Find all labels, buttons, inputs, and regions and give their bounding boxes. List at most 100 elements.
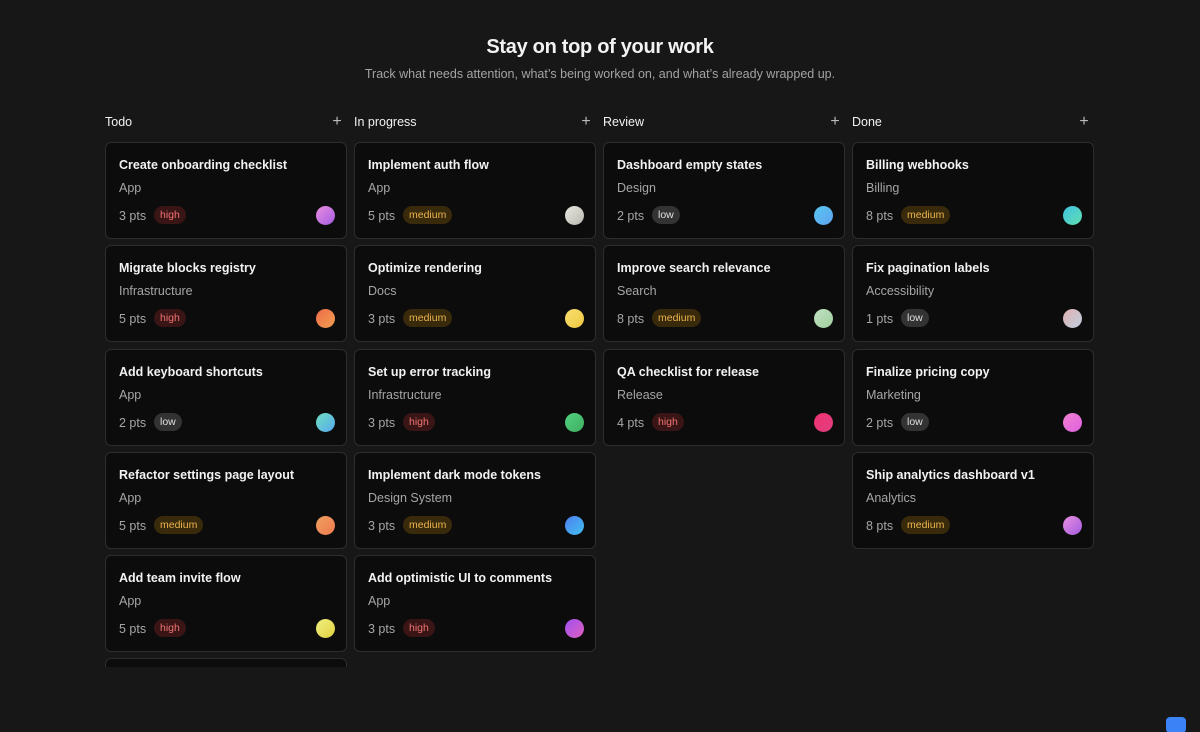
avatar bbox=[316, 206, 335, 225]
avatar bbox=[814, 206, 833, 225]
column: Todo + Create onboarding checklist App 3 pts… bbox=[105, 112, 347, 667]
card-project: Design System bbox=[368, 490, 453, 505]
avatar bbox=[316, 515, 335, 535]
card-project: App bbox=[119, 490, 142, 505]
task-card[interactable]: Create onboarding checklist App 3 pts high bbox=[105, 142, 347, 239]
card-title: QA checklist for release bbox=[617, 364, 759, 379]
avatar bbox=[1063, 412, 1082, 432]
avatar bbox=[316, 412, 335, 432]
card-points: 3 pts bbox=[119, 209, 147, 223]
priority-badge: high bbox=[154, 206, 186, 224]
card-points: 8 pts bbox=[866, 209, 894, 223]
card-points: 3 pts bbox=[368, 518, 396, 533]
task-card[interactable]: Implement auth flow App 5 pts medium bbox=[354, 142, 596, 239]
priority-badge: medium bbox=[403, 206, 453, 224]
priority-badge: high bbox=[154, 309, 186, 328]
avatar bbox=[814, 412, 833, 432]
card-project: App bbox=[119, 594, 142, 608]
task-card[interactable]: Set up error tracking Infrastructure 3 pts… bbox=[354, 348, 596, 446]
card-points: 3 pts bbox=[368, 415, 396, 430]
task-card[interactable]: Refactor settings page layout App 5 pts med… bbox=[105, 451, 347, 549]
card-title: Set up error tracking bbox=[368, 364, 491, 379]
card-points: 8 pts bbox=[617, 312, 645, 327]
column-header: Todo + bbox=[105, 112, 347, 132]
card-points: 2 pts bbox=[866, 415, 894, 430]
add-card-button[interactable]: + bbox=[830, 113, 840, 130]
card-project: App bbox=[119, 181, 142, 195]
task-card[interactable]: Fix pagination labels Accessibility 1 pts l… bbox=[852, 245, 1094, 343]
column-header: In progress + bbox=[354, 112, 596, 132]
card-project: App bbox=[368, 181, 391, 195]
priority-badge: high bbox=[652, 412, 684, 431]
priority-badge: medium bbox=[901, 515, 951, 534]
task-card[interactable]: Dashboard empty states Design 2 pts low bbox=[603, 142, 845, 239]
avatar bbox=[565, 206, 584, 225]
avatar bbox=[1063, 515, 1082, 535]
priority-badge: low bbox=[652, 206, 680, 224]
card-title: Add optimistic UI to comments bbox=[368, 571, 553, 585]
column-title: In progress bbox=[354, 115, 417, 129]
avatar bbox=[565, 309, 584, 329]
card-points: 2 pts bbox=[119, 415, 147, 430]
task-card[interactable]: Add optimistic UI to comments App 3 pts hig… bbox=[354, 555, 596, 652]
avatar bbox=[814, 309, 833, 329]
card-project: Docs bbox=[368, 284, 397, 299]
column: In progress + Implement auth flow App 5 pts m… bbox=[354, 112, 596, 667]
card-points: 5 pts bbox=[119, 518, 147, 533]
card-title: Implement auth flow bbox=[368, 158, 489, 172]
card-points: 4 pts bbox=[617, 415, 645, 430]
task-card[interactable]: Implement dark mode tokens Design System 3… bbox=[354, 451, 596, 549]
column: Review + Dashboard empty states Design 2 pts… bbox=[603, 112, 845, 667]
card-project: App bbox=[119, 387, 142, 402]
avatar bbox=[316, 619, 335, 638]
card-points: 3 pts bbox=[368, 622, 396, 636]
card-title: Dashboard empty states bbox=[617, 158, 763, 172]
priority-badge: medium bbox=[403, 515, 453, 534]
card-title: Finalize pricing copy bbox=[866, 364, 990, 379]
task-card[interactable]: Add team invite flow App 5 pts high bbox=[105, 555, 347, 652]
avatar bbox=[1063, 309, 1082, 329]
column: Done + Billing webhooks Billing 8 pts medium F… bbox=[852, 112, 1094, 667]
column-header: Done + bbox=[852, 112, 1094, 132]
task-card[interactable]: Migrate blocks registry Infrastructure 5 p… bbox=[105, 245, 347, 343]
card-project: Design bbox=[617, 181, 656, 195]
card-project: Infrastructure bbox=[119, 284, 193, 299]
priority-badge: medium bbox=[403, 309, 453, 328]
add-card-button[interactable]: + bbox=[332, 113, 342, 130]
task-card-partial bbox=[105, 658, 347, 667]
priority-badge: medium bbox=[154, 515, 204, 534]
add-card-button[interactable]: + bbox=[1079, 113, 1089, 130]
card-title: Add team invite flow bbox=[119, 571, 241, 585]
add-card-button[interactable]: + bbox=[581, 113, 591, 130]
card-project: Accessibility bbox=[866, 284, 935, 299]
card-title: Migrate blocks registry bbox=[119, 261, 256, 276]
card-project: Marketing bbox=[866, 387, 921, 402]
task-card[interactable]: Optimize rendering Docs 3 pts medium bbox=[354, 245, 596, 343]
card-points: 1 pts bbox=[866, 312, 894, 327]
card-points: 5 pts bbox=[119, 622, 147, 636]
column-header: Review + bbox=[603, 112, 845, 132]
card-project: Infrastructure bbox=[368, 387, 442, 402]
task-card[interactable]: Improve search relevance Search 8 pts mediu… bbox=[603, 245, 845, 343]
page-subtitle: Track what needs attention, what’s being… bbox=[364, 67, 836, 81]
card-title: Add keyboard shortcuts bbox=[119, 364, 263, 379]
task-card[interactable]: Billing webhooks Billing 8 pts medium bbox=[852, 142, 1094, 239]
task-card[interactable]: Finalize pricing copy Marketing 2 pts low bbox=[852, 348, 1094, 446]
card-points: 8 pts bbox=[866, 518, 894, 533]
card-title: Refactor settings page layout bbox=[119, 467, 295, 482]
priority-badge: medium bbox=[652, 309, 702, 328]
card-project: App bbox=[368, 594, 391, 608]
priority-badge: low bbox=[901, 309, 929, 328]
card-title: Optimize rendering bbox=[368, 261, 482, 276]
column-title: Done bbox=[852, 115, 882, 129]
task-card[interactable]: QA checklist for release Release 4 pts high bbox=[603, 348, 845, 446]
card-title: Implement dark mode tokens bbox=[368, 467, 541, 482]
task-card[interactable]: Ship analytics dashboard v1 Analytics 8 pt… bbox=[852, 451, 1094, 549]
task-card[interactable]: Add keyboard shortcuts App 2 pts low bbox=[105, 348, 347, 446]
priority-badge: high bbox=[154, 619, 186, 637]
avatar bbox=[565, 619, 584, 638]
widget-button[interactable] bbox=[1166, 717, 1186, 732]
card-project: Billing bbox=[866, 181, 900, 195]
column-title: Todo bbox=[105, 115, 133, 129]
